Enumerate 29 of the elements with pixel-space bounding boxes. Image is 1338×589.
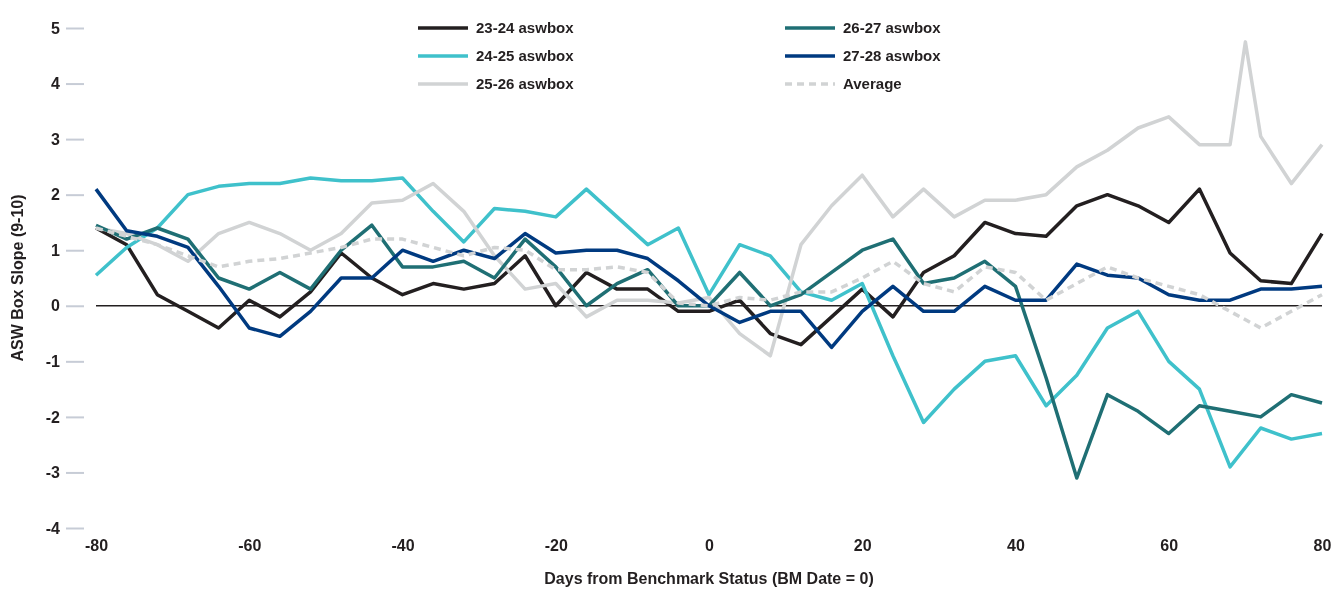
legend-label: 27-28 aswbox xyxy=(843,47,942,64)
x-tick-label: 60 xyxy=(1160,537,1179,555)
legend-label: 26-27 aswbox xyxy=(843,19,942,36)
y-tick-label: 0 xyxy=(51,297,61,315)
y-tick-label: 5 xyxy=(51,19,61,37)
x-tick-label: 80 xyxy=(1313,537,1332,555)
y-tick-label: 3 xyxy=(51,130,61,148)
x-tick-label: -40 xyxy=(391,537,415,555)
x-tick-label: 0 xyxy=(705,537,715,555)
y-tick-label: -4 xyxy=(45,519,61,537)
y-tick-label: 4 xyxy=(51,75,61,93)
line-series xyxy=(94,176,1324,469)
y-tick-label: -3 xyxy=(45,464,61,482)
x-tick-label: -60 xyxy=(238,537,262,555)
legend-label: 23-24 aswbox xyxy=(476,19,575,36)
x-tick-label: 40 xyxy=(1007,537,1025,555)
line-series xyxy=(94,223,1324,480)
x-tick-label: -20 xyxy=(544,537,568,555)
legend-label: 24-25 aswbox xyxy=(476,47,575,64)
y-tick-label: 2 xyxy=(51,186,61,204)
x-tick-label: 20 xyxy=(853,537,872,555)
legend-label: Average xyxy=(843,75,902,92)
y-axis-title: ASW Box Slope (9-10) xyxy=(9,194,26,362)
y-tick-label: -2 xyxy=(45,408,61,426)
x-axis-title: Days from Benchmark Status (BM Date = 0) xyxy=(544,570,874,587)
x-tick-label: -80 xyxy=(84,537,109,555)
y-tick-label: 1 xyxy=(51,241,61,259)
legend-label: 25-26 aswbox xyxy=(476,75,575,92)
y-tick-label: -1 xyxy=(45,352,61,370)
